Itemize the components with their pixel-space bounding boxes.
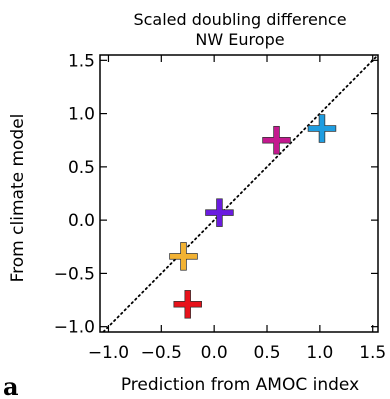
- x-tick-label: 1.5: [359, 343, 386, 363]
- data-point: [169, 242, 198, 271]
- y-tick-label: 1.0: [68, 105, 95, 125]
- panel-letter: a: [3, 372, 19, 399]
- chart-subtitle: NW Europe: [195, 30, 284, 49]
- reference-line: [101, 55, 378, 332]
- chart-title: Scaled doubling difference: [133, 10, 346, 29]
- y-tick-label: 0.5: [68, 158, 95, 178]
- x-axis-label: Prediction from AMOC index: [121, 375, 359, 395]
- x-tick-label: 0.5: [253, 343, 280, 363]
- data-point: [205, 198, 234, 227]
- y-tick-label: −1.0: [54, 318, 95, 338]
- y-axis-label: From climate model: [8, 114, 28, 283]
- x-tick-label: −0.5: [141, 343, 182, 363]
- plot-frame: [99, 54, 379, 333]
- x-tick-label: 0.0: [201, 343, 228, 363]
- y-tick-label: −0.5: [54, 264, 95, 284]
- x-tick-label: 1.0: [306, 343, 333, 363]
- y-tick-label: 1.5: [68, 51, 95, 71]
- data-point: [173, 290, 202, 319]
- x-tick-label: −1.0: [88, 343, 129, 363]
- y-tick-label: 0.0: [68, 211, 95, 231]
- plot-area: −1.0 −0.5 0.0 0.5 1.0 1.5 −1.0 −0.5 0.0 0.5 1.0 1.5: [54, 51, 387, 363]
- data-point: [262, 125, 291, 155]
- data-point: [307, 114, 337, 143]
